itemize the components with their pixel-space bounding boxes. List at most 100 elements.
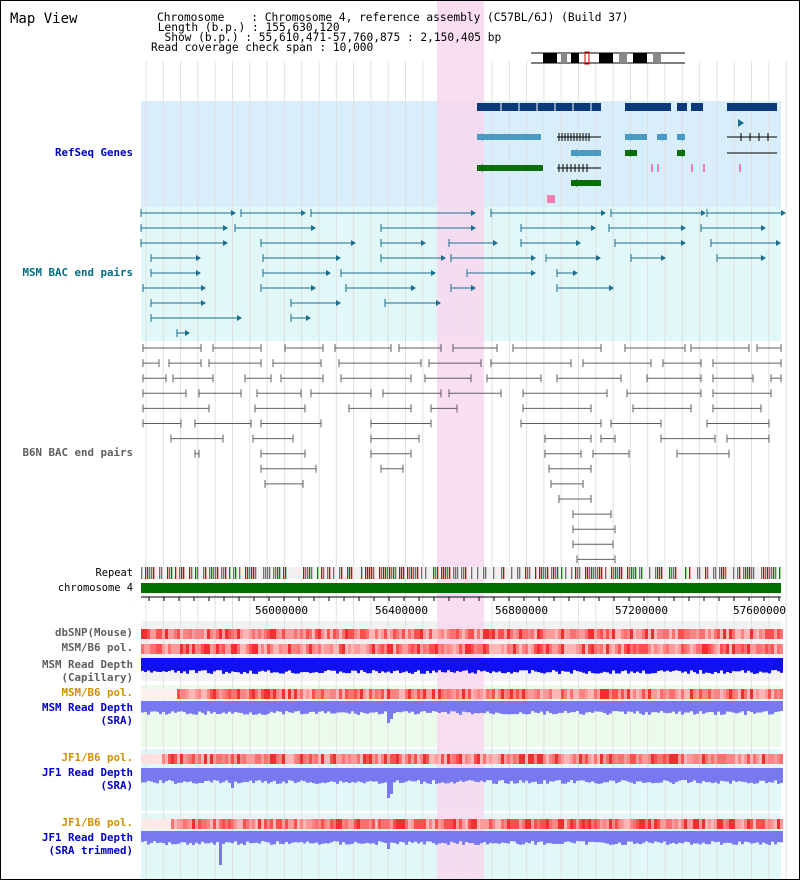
msm-b6-pol-density (147, 689, 150, 699)
jf1-trimmed-depth-bar (612, 831, 615, 845)
msm-b6-pol-density (435, 644, 438, 654)
jf1-trimmed-depth-bar (345, 831, 348, 845)
jf1-b6-pol-density (327, 754, 330, 764)
jf1-sra-depth-bar (513, 768, 516, 784)
msm-b6-pol-density (282, 689, 285, 699)
jf1-b6-pol-density (678, 819, 681, 829)
repeat-element (673, 567, 675, 579)
jf1-b6-pol-density (225, 819, 228, 829)
jf1-b6-pol-density (201, 754, 204, 764)
msm-capillary-depth-bar (435, 658, 438, 673)
jf1-trimmed-depth-bar (570, 831, 573, 843)
jf1-b6-pol-density (294, 754, 297, 764)
msm-capillary-depth-bar (363, 658, 366, 672)
msm-b6-pol-density (372, 689, 375, 699)
track-label-repeat[interactable]: Repeat (95, 567, 133, 579)
jf1-b6-pol-density (654, 819, 657, 829)
dbsnp-density (546, 629, 549, 639)
dbsnp-density (423, 629, 426, 639)
jf1-b6-pol-density (501, 754, 504, 764)
msm-b6-pol-density (498, 644, 501, 654)
msm-sra-depth-bar (747, 701, 750, 712)
jf1-b6-pol-density (549, 754, 552, 764)
msm-sra-depth-bar (327, 701, 330, 712)
dbsnp-density (240, 629, 243, 639)
msm-capillary-depth-bar (432, 658, 435, 671)
track-label-msm-depth-sra[interactable]: MSM Read Depth (41, 701, 133, 714)
jf1-sra-depth-bar (759, 768, 762, 781)
track-label-refseq[interactable]: RefSeq Genes (54, 146, 133, 159)
repeat-element (763, 567, 765, 579)
track-label-b6n-bac[interactable]: B6N BAC end pairs (22, 446, 133, 459)
msm-sra-depth-bar (669, 701, 672, 713)
jf1-trimmed-depth-bar (501, 831, 504, 843)
repeat-element (381, 567, 383, 579)
msm-sra-depth-bar (405, 701, 408, 712)
track-label-dbsnp[interactable]: dbSNP(Mouse) (54, 626, 133, 639)
track-label-msm-depth-capillary[interactable]: MSM Read Depth (41, 658, 133, 671)
msm-capillary-depth-bar (525, 658, 528, 671)
msm-b6-pol-density (396, 689, 399, 699)
msm-sra-depth-bar (345, 701, 348, 713)
jf1-trimmed-depth-bar (552, 831, 555, 844)
jf1-b6-pol-density (159, 754, 162, 764)
msm-sra-depth-bar (603, 701, 606, 714)
msm-capillary-depth-bar (261, 658, 264, 671)
dbsnp-density (414, 629, 417, 639)
msm-b6-pol-density (318, 689, 321, 699)
jf1-b6-pol-density (639, 754, 642, 764)
track-label-msm-bac[interactable]: MSM BAC end pairs (22, 266, 133, 279)
repeat-element (635, 567, 637, 579)
msm-b6-pol-density (588, 644, 591, 654)
jf1-b6-pol-density (687, 819, 690, 829)
repeat-element (265, 567, 267, 579)
dbsnp-density (534, 629, 537, 639)
track-label-jf1-depth-trimmed[interactable]: JF1 Read Depth (41, 831, 133, 844)
msm-capillary-depth-bar (270, 658, 273, 673)
jf1-trimmed-depth-bar (777, 831, 780, 843)
msm-capillary-depth-bar (711, 658, 714, 674)
jf1-trimmed-depth-bar (207, 831, 210, 844)
msm-sra-depth-bar (450, 701, 453, 712)
msm-capillary-depth-bar (264, 658, 267, 672)
jf1-b6-pol-density (273, 819, 276, 829)
msm-capillary-depth-bar (219, 658, 222, 671)
track-label-msm-b6-pol[interactable]: MSM/B6 pol. (61, 641, 133, 654)
jf1-b6-pol-density (366, 819, 369, 829)
jf1-trimmed-depth-bar (144, 831, 147, 842)
dbsnp-density (342, 629, 345, 639)
track-label-jf1-depth-sra[interactable]: JF1 Read Depth (41, 766, 133, 779)
msm-sra-depth-bar (378, 701, 381, 715)
jf1-b6-pol-density (288, 819, 291, 829)
msm-b6-pol-density (447, 644, 450, 654)
jf1-trimmed-depth-bar (672, 831, 675, 843)
msm-capillary-depth-bar (183, 658, 186, 672)
jf1-b6-pol-density (555, 819, 558, 829)
dbsnp-density (216, 629, 219, 639)
msm-b6-pol-density (228, 644, 231, 654)
track-label-msm-b6-pol-2[interactable]: MSM/B6 pol. (61, 686, 133, 699)
refseq-gene (625, 134, 647, 140)
jf1-b6-pol-density (222, 819, 225, 829)
jf1-trimmed-depth-bar (561, 831, 564, 844)
jf1-b6-pol-density (300, 819, 303, 829)
msm-capillary-depth-bar (279, 658, 282, 674)
track-label-jf1-depth-sra-sub: (SRA) (100, 779, 133, 792)
jf1-b6-pol-density (213, 819, 216, 829)
track-label-jf1-b6-pol-2[interactable]: JF1/B6 pol. (61, 816, 133, 829)
jf1-trimmed-depth-bar (756, 831, 759, 843)
dbsnp-density (402, 629, 405, 639)
jf1-sra-depth-bar (636, 768, 639, 782)
msm-b6-pol-density (594, 689, 597, 699)
track-label-jf1-b6-pol[interactable]: JF1/B6 pol. (61, 751, 133, 764)
dbsnp-density (723, 629, 726, 639)
repeat-element (775, 567, 777, 579)
msm-capillary-depth-bar (243, 658, 246, 673)
jf1-sra-depth-bar (696, 768, 699, 783)
msm-sra-depth-bar (756, 701, 759, 713)
jf1-b6-pol-density (309, 819, 312, 829)
jf1-b6-pol-density (468, 754, 471, 764)
repeat-element (387, 567, 389, 579)
jf1-b6-pol-density (297, 819, 300, 829)
msm-b6-pol-density (753, 644, 756, 654)
